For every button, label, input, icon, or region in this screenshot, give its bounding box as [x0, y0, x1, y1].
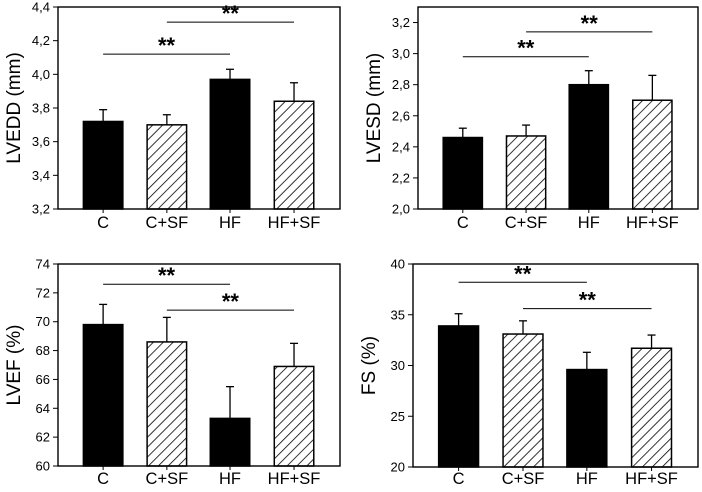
significance-marker: ** — [579, 288, 597, 313]
x-tick-label: C — [457, 214, 469, 232]
significance-marker: ** — [222, 1, 240, 26]
y-tick-label: 74 — [36, 257, 50, 272]
y-tick-label: 70 — [36, 314, 50, 329]
bar-hf — [209, 417, 251, 467]
y-tick-label: 72 — [36, 285, 50, 300]
plot-frame — [417, 6, 699, 210]
y-tick-label: 2,8 — [392, 77, 410, 92]
bar-hf — [566, 368, 608, 468]
bar-hf-plus-sf — [630, 347, 673, 468]
y-tick-label: 4,0 — [32, 67, 50, 82]
y-tick-label: 68 — [36, 343, 50, 358]
chart-panel-3: C C+SF HF HF+SF 60 62 64 66 68 70 72 74 LVEF (%) ** ** — [4, 257, 341, 488]
y-axis-label: LVEF (%) — [4, 325, 25, 406]
significance-marker: ** — [514, 261, 532, 286]
y-tick-label: 20 — [391, 460, 405, 475]
bar-hf-plus-sf — [632, 99, 673, 210]
bar-hf — [209, 78, 251, 210]
y-tick-label: 3,2 — [32, 202, 50, 217]
chart-panel-4: C C+SF HF HF+SF 20 25 30 35 40 FS (%) ** ** — [359, 257, 699, 488]
plot-frame — [57, 263, 341, 467]
bar-c-plus-sf — [146, 341, 188, 467]
bar-c — [437, 325, 480, 468]
x-tick-label: HF+SF — [268, 214, 321, 232]
y-tick-label: 3,6 — [32, 134, 50, 149]
y-tick-label: 62 — [36, 430, 50, 445]
y-axis-label: FS (%) — [359, 336, 380, 395]
x-tick-label: C+SF — [146, 470, 189, 488]
x-tick-label: C — [97, 214, 109, 232]
y-tick-label: 2,2 — [392, 170, 410, 185]
chart-panel-1: C C+SF HF HF+SF 3,2 3,4 3,6 3,8 4,0 4,2 4,4 LVEDD (… — [4, 0, 341, 232]
x-tick-label: HF — [219, 470, 241, 488]
x-tick-label: C — [97, 470, 109, 488]
bar-c-plus-sf — [502, 333, 544, 468]
y-tick-label: 60 — [36, 459, 50, 474]
y-tick-label: 3,0 — [392, 46, 410, 61]
y-axis-label: LVESD (mm) — [364, 53, 385, 163]
bar-hf — [568, 83, 610, 210]
x-tick-label: HF+SF — [268, 470, 321, 488]
x-tick-label: HF — [219, 214, 241, 232]
significance-marker: ** — [222, 289, 240, 314]
y-tick-label: 4,2 — [32, 33, 50, 48]
x-tick-label: HF+SF — [626, 214, 679, 232]
significance-marker: ** — [158, 263, 176, 288]
bar-c-plus-sf — [146, 124, 188, 210]
y-tick-label: 2,6 — [392, 108, 410, 123]
x-tick-label: C+SF — [505, 214, 548, 232]
x-tick-label: C — [453, 470, 465, 488]
x-tick-label: HF — [576, 470, 598, 488]
bar-hf-plus-sf — [273, 100, 315, 210]
x-tick-label: HF+SF — [625, 470, 678, 488]
y-tick-label: 30 — [391, 358, 405, 373]
x-tick-label: C+SF — [502, 470, 545, 488]
y-tick-label: 25 — [391, 409, 405, 424]
y-tick-label: 2,4 — [392, 139, 410, 154]
y-tick-label: 3,2 — [392, 15, 410, 30]
y-tick-label: 35 — [391, 307, 405, 322]
x-tick-label: C+SF — [146, 214, 189, 232]
y-tick-label: 3,4 — [32, 168, 50, 183]
significance-marker: ** — [517, 36, 535, 61]
bar-c — [82, 120, 124, 210]
y-tick-label: 66 — [36, 372, 50, 387]
bar-c — [82, 323, 124, 467]
y-tick-label: 4,4 — [32, 0, 50, 15]
significance-marker: ** — [581, 11, 599, 36]
bar-c-plus-sf — [505, 135, 547, 210]
y-axis-label: LVEDD (mm) — [4, 52, 25, 164]
bar-c — [442, 136, 484, 210]
x-tick-label: HF — [578, 214, 600, 232]
y-tick-label: 64 — [36, 401, 50, 416]
y-tick-label: 40 — [391, 257, 405, 272]
bar-hf-plus-sf — [273, 365, 315, 467]
y-tick-label: 3,8 — [32, 101, 50, 116]
significance-marker: ** — [158, 33, 176, 58]
y-tick-label: 2,0 — [392, 202, 410, 217]
chart-panel-2: C C+SF HF HF+SF 2,0 2,2 2,4 2,6 2,8 3,0 3,2 LVESD (… — [364, 6, 699, 232]
